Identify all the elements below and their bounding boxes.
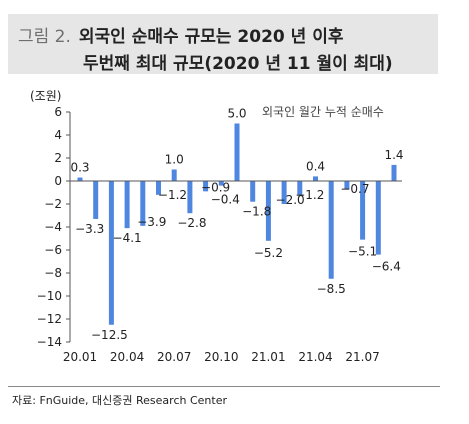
bar [234, 123, 240, 181]
y-tick-label: −4 [44, 220, 62, 234]
bar [313, 176, 318, 181]
bar [391, 164, 397, 181]
title-band [8, 14, 438, 74]
data-label: −0.7 [340, 182, 369, 196]
data-labels-group: 0.3 −3.3 −12.5 −4.1 −3.9 −1.2 1.0 −2.8 −0.9−0.4 5… [70, 107, 403, 342]
figure-label: 그림 2. [18, 27, 71, 47]
unit-label: (조원) [30, 89, 61, 103]
y-tick-label: −10 [37, 289, 62, 303]
bar [203, 181, 209, 192]
data-label: 1.0 [165, 153, 184, 167]
x-tick-label: 20.01 [63, 350, 97, 364]
data-label: −12.5 [91, 328, 128, 342]
data-label: −5.2 [254, 246, 283, 260]
y-tick-label: −6 [44, 243, 62, 257]
y-tick-label: −12 [37, 312, 62, 326]
bar [360, 181, 366, 240]
x-tick-label: 20.07 [157, 350, 191, 364]
data-label: −3.9 [137, 215, 166, 229]
data-label: −0.9 [201, 180, 230, 194]
data-label: −1.8 [242, 205, 271, 219]
bar [250, 181, 256, 202]
bar [108, 181, 114, 325]
title-line-1: 그림 2. 외국인 순매수 규모는 2020 년 이후 [18, 22, 344, 47]
bar [171, 169, 177, 181]
x-tick-label: 21.01 [251, 350, 285, 364]
x-tick-label: 21.07 [345, 350, 379, 364]
y-tick-label: −8 [44, 266, 62, 280]
data-label: 0.4 [306, 159, 325, 173]
data-label: −5.1 [348, 245, 377, 259]
bar [77, 177, 83, 181]
bar [93, 181, 99, 219]
data-label: −2.0 [276, 193, 305, 207]
bar [281, 181, 287, 204]
figure-header: 그림 2. 외국인 순매수 규모는 2020 년 이후 두번째 최대 규모(202… [0, 0, 469, 80]
bar [344, 181, 350, 190]
data-label: −0.4 [211, 193, 240, 207]
x-tick-label: 20.04 [110, 350, 144, 364]
title-line-2: 두번째 최대 규모(2020 년 11 월이 최대) [83, 54, 393, 74]
source-note: 자료: FnGuide, 대신증권 Research Center [12, 394, 227, 407]
bar [124, 181, 130, 229]
y-tick-label: −2 [44, 197, 62, 211]
bar [156, 181, 161, 195]
data-label: 1.4 [384, 148, 403, 162]
bar [218, 181, 224, 186]
y-tick-label: 0 [54, 174, 62, 188]
bars-group [77, 123, 397, 325]
x-tick-label: 21.04 [298, 350, 332, 364]
legend-text: 외국인 월간 누적 순매수 [262, 105, 384, 119]
x-tick-label: 20.10 [204, 350, 238, 364]
title-text-1: 외국인 순매수 규모는 2020 년 이후 [78, 27, 344, 47]
y-tick-label: 6 [54, 105, 62, 119]
y-tick-label: 2 [54, 151, 62, 165]
bar [187, 181, 193, 214]
data-label: −8.5 [317, 282, 346, 296]
source-divider [8, 386, 440, 387]
bar [140, 181, 146, 226]
data-label: −4.1 [113, 231, 142, 245]
y-tick-label: −14 [37, 335, 62, 349]
bar [265, 181, 271, 241]
data-label: −2.8 [177, 216, 206, 230]
bar [375, 181, 381, 255]
data-label: −1.2 [295, 188, 324, 202]
data-label: 5.0 [227, 107, 246, 121]
data-label: −1.2 [158, 188, 187, 202]
bar [328, 181, 334, 279]
data-label: −3.3 [75, 222, 104, 236]
data-label: −6.4 [372, 260, 401, 274]
bar [297, 181, 303, 195]
data-label: 0.3 [70, 161, 89, 175]
y-tick-label: 4 [54, 128, 62, 142]
